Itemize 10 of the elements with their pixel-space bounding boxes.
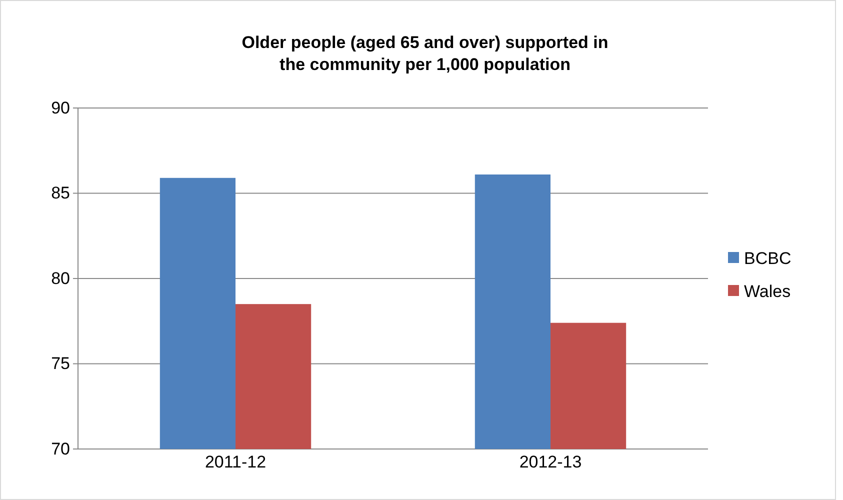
y-tick-label: 85	[51, 184, 70, 203]
legend-label: Wales	[744, 282, 791, 301]
y-tick-label: 70	[51, 439, 70, 458]
x-tick-label: 2011-12	[204, 452, 266, 472]
y-tick-label: 75	[51, 354, 70, 374]
y-tick-label: 90	[51, 98, 70, 118]
x-tick-label: 2012-13	[519, 452, 582, 472]
legend-label: BCBC	[744, 249, 792, 268]
y-tick-label: 80	[51, 268, 70, 288]
chart-title: Older people (aged 65 and over) supported in the community per 1,000 population	[242, 33, 608, 74]
